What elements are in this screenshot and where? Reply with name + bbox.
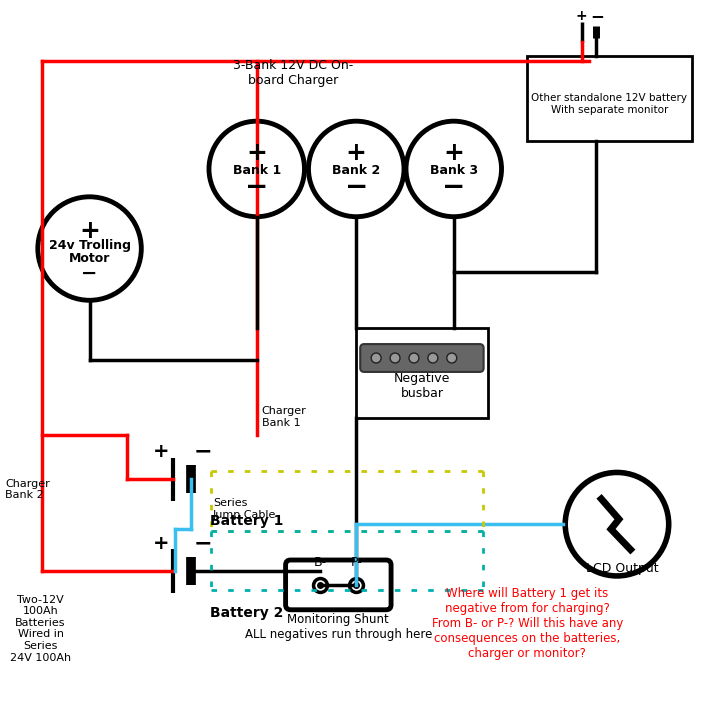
Circle shape xyxy=(37,197,141,301)
Circle shape xyxy=(308,122,404,216)
Text: +: + xyxy=(575,9,587,23)
Text: Two-12V
100Ah
Batteries
Wired in
Series
24V 100Ah: Two-12V 100Ah Batteries Wired in Series … xyxy=(10,595,71,663)
Text: Where will Battery 1 get its
negative from for charging?
From B- or P-? Will thi: Where will Battery 1 get its negative fr… xyxy=(432,587,623,660)
Text: +: + xyxy=(153,533,170,553)
Text: Battery 2: Battery 2 xyxy=(210,605,284,620)
Text: −: − xyxy=(344,173,368,201)
Text: Charger
Bank 2: Charger Bank 2 xyxy=(5,479,49,500)
Circle shape xyxy=(209,122,305,216)
Text: −: − xyxy=(194,533,212,553)
Text: −: − xyxy=(245,173,269,201)
Text: +: + xyxy=(443,141,464,165)
Text: Bank 3: Bank 3 xyxy=(430,165,478,178)
Text: Battery 1: Battery 1 xyxy=(210,514,284,528)
Circle shape xyxy=(428,353,438,363)
Circle shape xyxy=(409,353,419,363)
Text: −: − xyxy=(590,6,604,24)
Text: P-: P- xyxy=(351,557,362,569)
Text: +: + xyxy=(346,141,367,165)
Circle shape xyxy=(447,353,457,363)
FancyBboxPatch shape xyxy=(286,560,391,610)
Text: Series
Jump Cable: Series Jump Cable xyxy=(213,498,276,520)
Text: +: + xyxy=(79,219,100,242)
Text: 3-Bank 12V DC On-
board Charger: 3-Bank 12V DC On- board Charger xyxy=(233,60,354,88)
FancyBboxPatch shape xyxy=(356,328,488,418)
Text: Negative
busbar: Negative busbar xyxy=(394,372,450,400)
Text: 24v Trolling: 24v Trolling xyxy=(49,239,131,252)
Text: −: − xyxy=(81,264,98,283)
Text: −: − xyxy=(442,173,465,201)
Text: LCD Output: LCD Output xyxy=(585,562,658,575)
Text: −: − xyxy=(194,441,212,462)
Text: Bank 1: Bank 1 xyxy=(233,165,281,178)
Text: Monitoring Shunt
ALL negatives run through here: Monitoring Shunt ALL negatives run throu… xyxy=(245,613,432,641)
FancyBboxPatch shape xyxy=(361,344,484,372)
Circle shape xyxy=(406,122,501,216)
Text: Other standalone 12V battery
With separate monitor: Other standalone 12V battery With separa… xyxy=(532,93,687,114)
Circle shape xyxy=(371,353,381,363)
Circle shape xyxy=(390,353,400,363)
Text: B-: B- xyxy=(314,557,327,569)
Circle shape xyxy=(565,472,669,576)
Text: Bank 2: Bank 2 xyxy=(332,165,380,178)
Text: +: + xyxy=(153,442,170,461)
Text: +: + xyxy=(246,141,267,165)
Text: Motor: Motor xyxy=(69,252,110,265)
Text: Charger
Bank 1: Charger Bank 1 xyxy=(262,406,306,428)
FancyBboxPatch shape xyxy=(527,57,691,141)
